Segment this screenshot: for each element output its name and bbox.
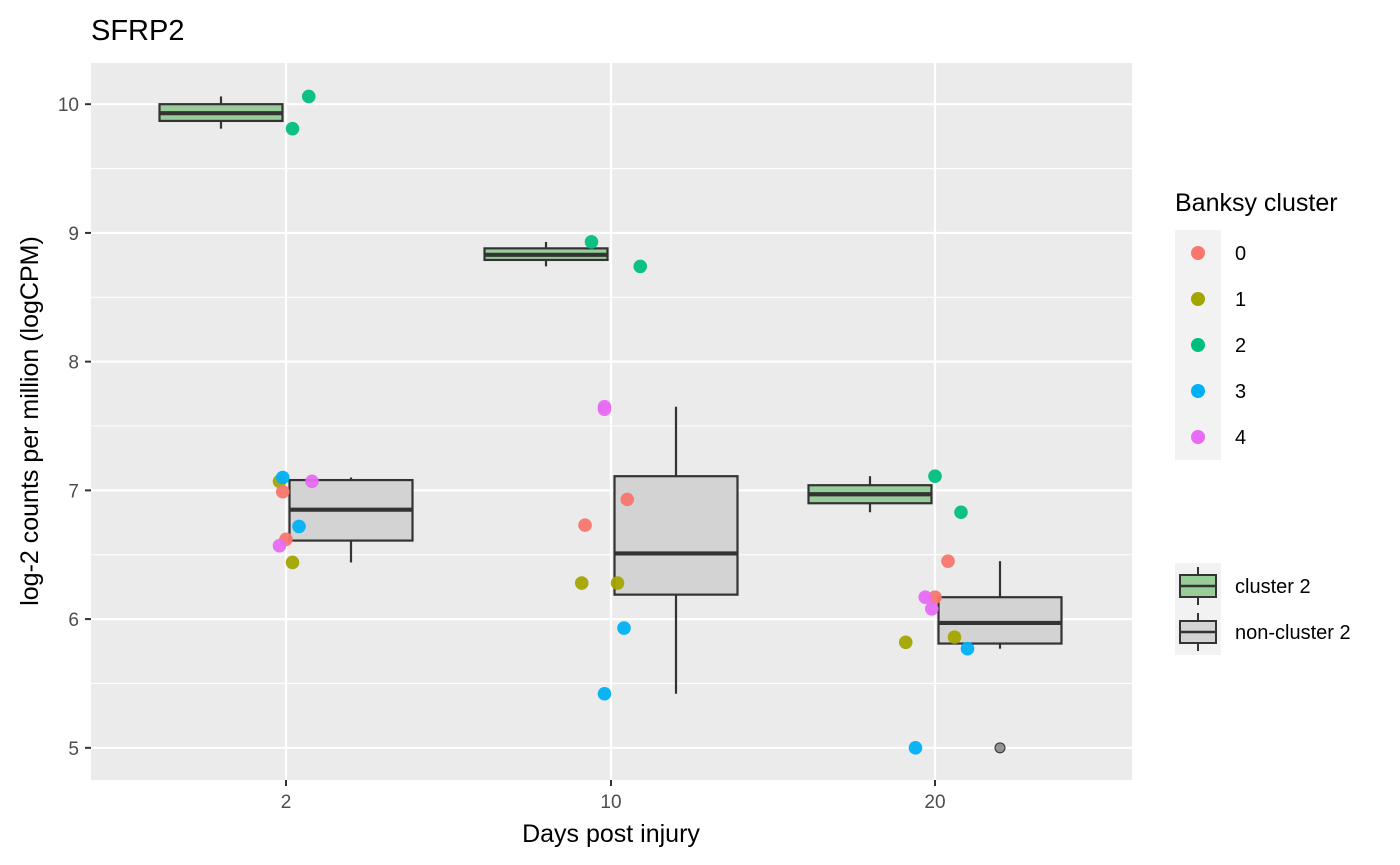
y-tick-label: 10: [58, 95, 79, 116]
x-tick-label: 2: [281, 792, 292, 813]
y-tick-label: 8: [68, 353, 79, 374]
data-point-cluster-2: [928, 469, 942, 484]
legend-key-cluster-4: [1191, 430, 1205, 444]
y-tick-label: 6: [68, 610, 79, 631]
data-point-cluster-3: [292, 519, 306, 534]
data-point-cluster-2: [301, 89, 316, 104]
legend-title: Banksy cluster: [1175, 189, 1338, 217]
legend-label-cluster-2: 2: [1235, 335, 1246, 357]
grid-lines: [91, 63, 1132, 780]
data-point-cluster-0: [578, 518, 592, 532]
chart-title: SFRP2: [91, 15, 184, 47]
data-point-cluster-1: [285, 555, 300, 570]
data-point-cluster-1: [574, 576, 589, 590]
data-point-cluster-3: [908, 741, 923, 755]
legend-key-cluster-3: [1191, 384, 1205, 398]
legend-key-cluster-2: [1191, 338, 1205, 352]
box-layer: [158, 96, 1063, 754]
x-axis-title: Days post injury: [522, 820, 700, 848]
y-tick-label: 7: [68, 481, 79, 502]
data-point-cluster-4: [918, 590, 933, 605]
data-point-cluster-0: [928, 590, 942, 605]
data-point-cluster-3: [617, 621, 631, 635]
data-point-cluster-3: [960, 641, 975, 656]
y-axis: 5 6 7 8 9 10: [58, 95, 91, 760]
box-body: [613, 475, 739, 596]
x-tick-label: 20: [924, 792, 945, 813]
legend-label-box: non-cluster 2: [1235, 622, 1351, 644]
legend-key-cluster-0: [1191, 246, 1205, 260]
legend-label-cluster-0: 0: [1235, 243, 1246, 265]
data-point-cluster-1: [610, 576, 625, 590]
data-point-cluster-2: [633, 259, 648, 274]
x-tick-label: 10: [600, 792, 621, 813]
legend-banksy-cluster: Banksy cluster 0 1 2 3 4: [1175, 189, 1338, 460]
box-outlier: [994, 742, 1006, 754]
y-tick-label: 9: [68, 224, 79, 245]
legend-label-box: cluster 2: [1235, 576, 1311, 598]
data-point-cluster-4: [272, 538, 287, 553]
data-point-cluster-0: [275, 484, 290, 499]
data-point-cluster-2: [584, 235, 599, 249]
data-point-cluster-3: [597, 686, 612, 701]
data-point-cluster-4: [305, 474, 319, 489]
x-axis: 2 10 20: [281, 780, 946, 813]
data-point-cluster-1: [947, 630, 962, 644]
legend-label-cluster-3: 3: [1235, 381, 1246, 403]
data-point-cluster-2: [285, 121, 300, 136]
point-layer: [272, 89, 975, 755]
data-point-cluster-3: [275, 470, 290, 485]
y-tick-label: 5: [68, 739, 79, 760]
data-point-cluster-4: [597, 402, 612, 417]
legend-box-type: cluster 2 non-cluster 2: [1175, 563, 1351, 655]
legend-label-cluster-4: 4: [1235, 427, 1246, 449]
legend-label-cluster-1: 1: [1235, 289, 1246, 311]
legend-key-cluster-1: [1191, 292, 1205, 306]
data-point-cluster-4: [924, 601, 939, 616]
data-point-cluster-0: [941, 554, 955, 568]
data-point-cluster-0: [620, 492, 635, 507]
data-point-cluster-1: [898, 635, 913, 650]
data-point-cluster-2: [954, 505, 968, 520]
y-axis-title: log-2 counts per million (logCPM): [16, 236, 44, 606]
